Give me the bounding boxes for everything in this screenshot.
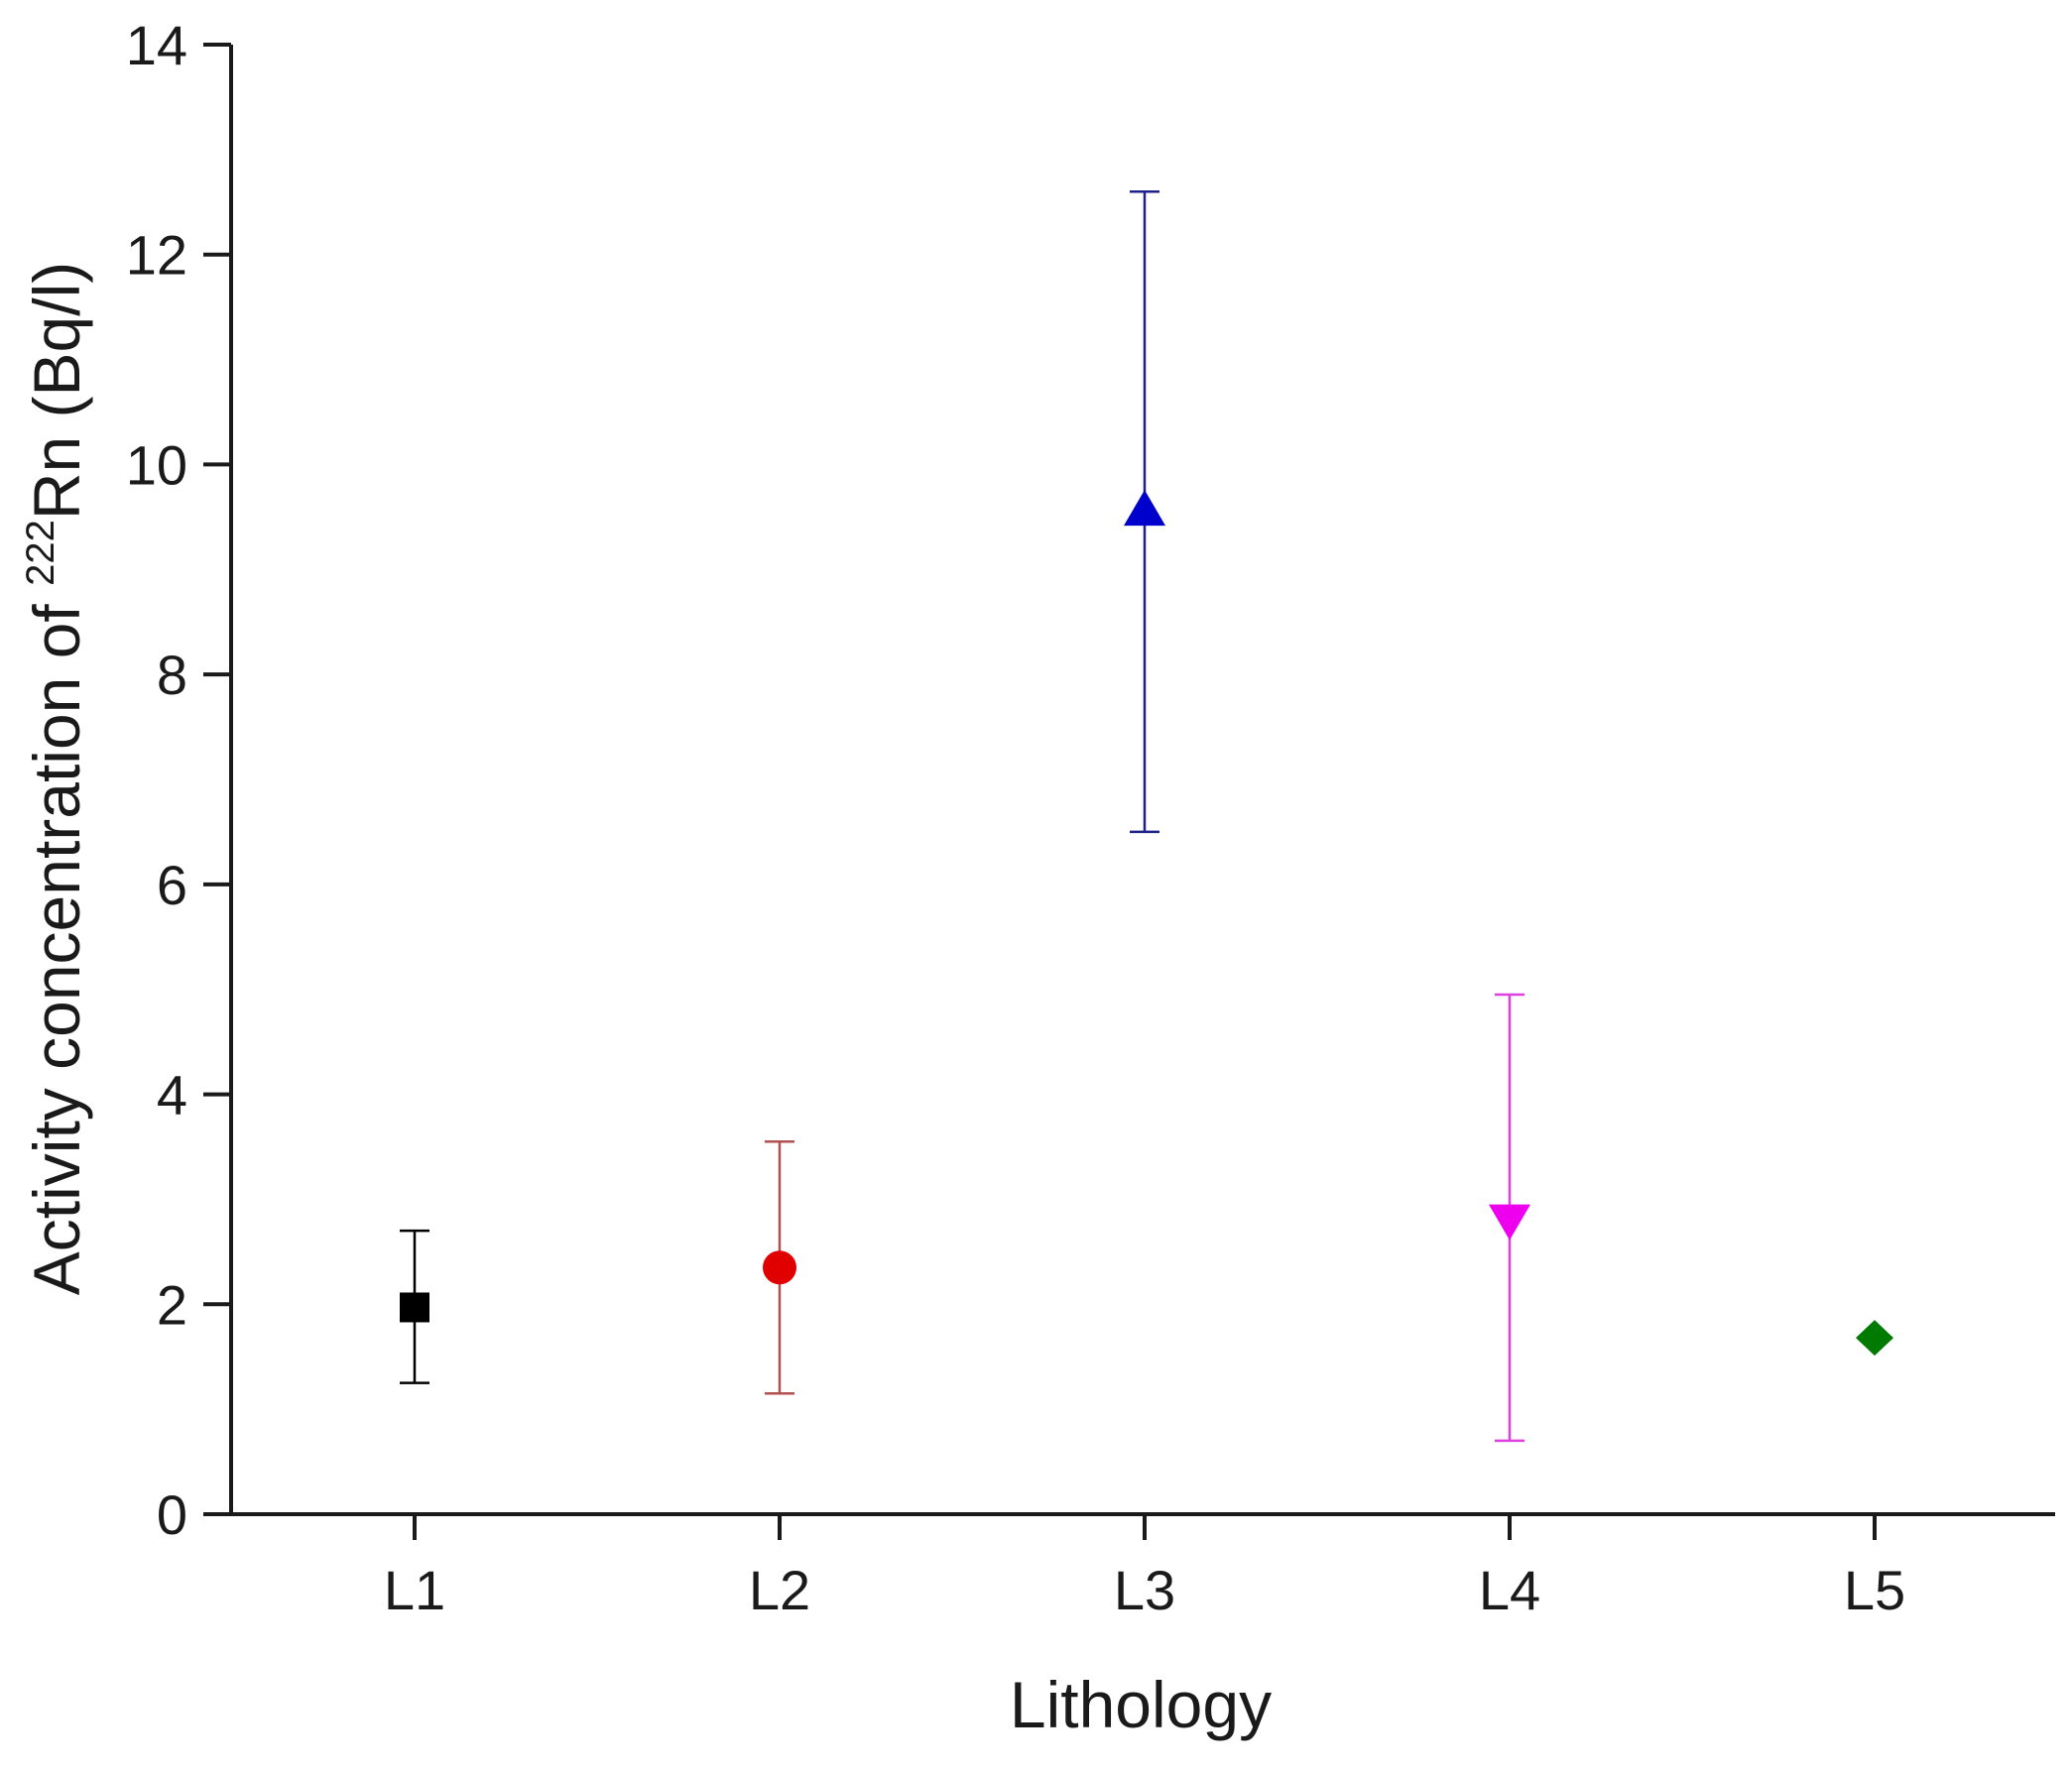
marker-diamond — [1856, 1320, 1893, 1357]
y-axis-title: Activity concentration of 222Rn (Bq/l) — [19, 262, 93, 1295]
y-tick-label: 12 — [126, 224, 187, 287]
marker-circle — [763, 1250, 796, 1285]
data-point-l5 — [1856, 1320, 1893, 1357]
marker-square — [400, 1292, 429, 1323]
x-tick-label: L3 — [1114, 1559, 1175, 1621]
data-point-l1 — [400, 1229, 429, 1384]
x-axis-title: Lithology — [1010, 1668, 1272, 1741]
x-tick-label: L5 — [1844, 1559, 1905, 1621]
data-point-l3 — [1124, 189, 1165, 834]
marker-triangle-down — [1489, 1204, 1530, 1241]
y-tick-label: 2 — [157, 1273, 187, 1336]
data-point-l4 — [1489, 993, 1530, 1443]
y-axis-title-prefix: Activity concentration of — [20, 586, 93, 1295]
x-tick-label: L1 — [384, 1559, 445, 1621]
x-tick-label: L4 — [1479, 1559, 1540, 1621]
y-axis-title-suffix: Rn (Bq/l) — [20, 262, 93, 520]
data-point-l2 — [763, 1139, 796, 1395]
y-tick-label: 8 — [157, 644, 187, 706]
y-axis: 0 2 4 6 8 10 12 14 — [126, 14, 233, 1546]
y-tick-label: 0 — [157, 1483, 187, 1546]
y-axis-title-superscript: 222 — [19, 520, 62, 586]
data-series — [400, 189, 1893, 1443]
x-tick-label: L2 — [749, 1559, 810, 1621]
x-axis: L1 L2 L3 L4 L5 — [203, 1512, 2055, 1621]
y-tick-label: 14 — [126, 14, 187, 76]
y-tick-label: 4 — [157, 1064, 187, 1126]
y-tick-label: 10 — [126, 433, 187, 496]
marker-triangle-up — [1124, 490, 1165, 527]
y-tick-label: 6 — [157, 854, 187, 916]
